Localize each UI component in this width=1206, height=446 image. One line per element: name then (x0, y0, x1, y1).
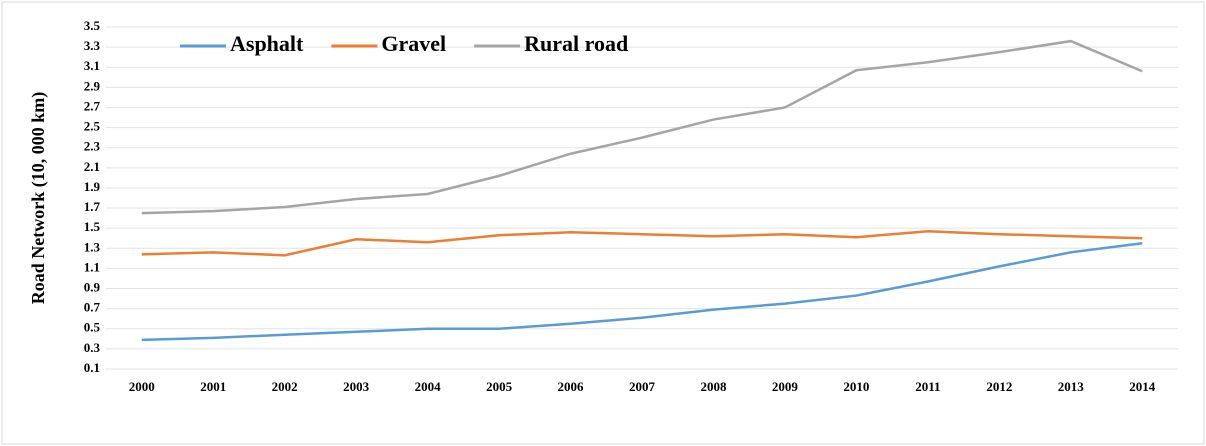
y-tick-label: 2.9 (84, 78, 101, 93)
y-tick-label: 1.1 (84, 259, 100, 274)
y-tick-label: 0.1 (84, 360, 100, 375)
y-tick-label: 2.1 (84, 159, 100, 174)
y-tick-label: 2.5 (84, 119, 101, 134)
x-tick-label: 2003 (343, 379, 370, 394)
x-tick-label: 2009 (772, 379, 799, 394)
x-tick-label: 2001 (200, 379, 226, 394)
x-tick-label: 2004 (415, 379, 442, 394)
x-tick-label: 2014 (1129, 379, 1156, 394)
y-tick-label: 1.3 (84, 239, 101, 254)
x-tick-label: 2013 (1058, 379, 1085, 394)
x-tick-label: 2012 (986, 379, 1012, 394)
y-axis-label: Road Network (10, 000 km) (28, 92, 49, 304)
y-tick-label: 0.3 (84, 340, 101, 355)
x-tick-label: 2005 (486, 379, 513, 394)
series-line (141, 229, 1143, 257)
x-tick-label: 2010 (843, 379, 869, 394)
y-tick-label: 1.7 (84, 199, 101, 214)
y-tick-label: 0.9 (84, 280, 101, 295)
x-tick-label: 2002 (272, 379, 298, 394)
y-tick-label: 2.7 (84, 98, 101, 113)
legend-label: Asphalt (230, 31, 304, 56)
y-tick-label: 3.3 (84, 38, 101, 53)
series-line (141, 39, 1143, 215)
y-tick-label: 0.5 (84, 320, 101, 335)
x-tick-label: 2000 (129, 379, 155, 394)
y-tick-label: 3.5 (84, 18, 101, 33)
y-tick-label: 2.3 (84, 139, 101, 154)
y-tick-label: 3.1 (84, 58, 100, 73)
y-tick-label: 1.9 (84, 179, 101, 194)
series-line (141, 242, 1143, 342)
x-tick-label: 2007 (629, 379, 656, 394)
legend-label: Rural road (524, 31, 628, 56)
y-tick-label: 1.5 (84, 219, 101, 234)
x-tick-label: 2006 (558, 379, 585, 394)
x-tick-label: 2011 (915, 379, 940, 394)
x-tick-label: 2008 (700, 379, 727, 394)
legend-label: Gravel (381, 31, 446, 56)
y-tick-label: 0.7 (84, 300, 101, 315)
